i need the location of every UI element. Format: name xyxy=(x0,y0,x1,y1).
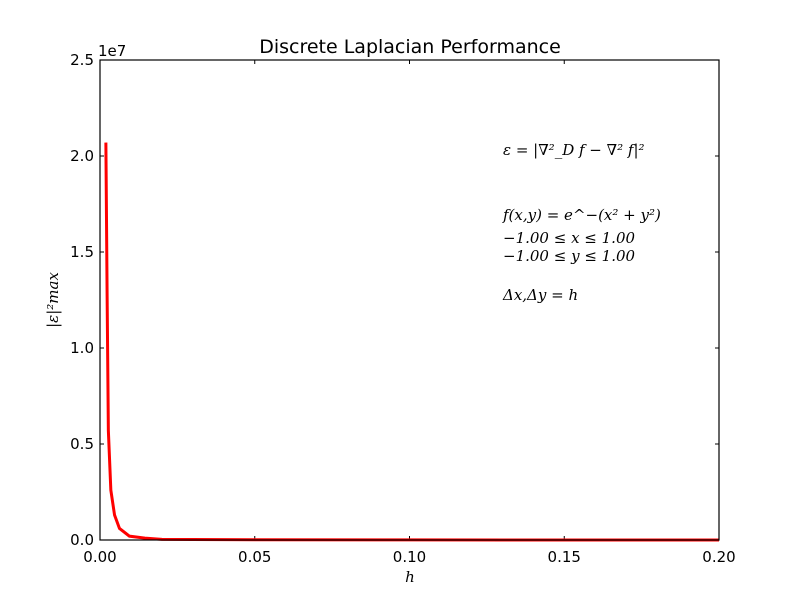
chart-title: Discrete Laplacian Performance xyxy=(259,36,561,58)
y-tick-label: 1.0 xyxy=(70,339,94,357)
annotation-error-def: ε = |∇²_D f − ∇² f|² xyxy=(503,141,645,159)
x-tick-label: 0.00 xyxy=(83,548,116,566)
y-tick-label: 0.0 xyxy=(70,531,94,549)
x-axis-label: h xyxy=(405,568,415,586)
y-tick-label: 1.5 xyxy=(70,243,94,261)
y-tick-label: 2.5 xyxy=(70,51,94,69)
annotation-y-range: −1.00 ≤ y ≤ 1.00 xyxy=(503,247,636,265)
y-tick-label: 0.5 xyxy=(70,435,94,453)
y-tick-label: 2.0 xyxy=(70,147,94,165)
x-tick-label: 0.20 xyxy=(702,548,735,566)
series-line-error xyxy=(104,142,720,542)
x-tick-label: 0.05 xyxy=(238,548,271,566)
x-tick-label: 0.15 xyxy=(548,548,581,566)
annotation-step: Δx,Δy = h xyxy=(502,286,578,304)
y-scale-label: 1e7 xyxy=(98,42,126,60)
x-tick-label: 0.10 xyxy=(393,548,426,566)
annotation-x-range: −1.00 ≤ x ≤ 1.00 xyxy=(503,229,635,247)
annotation-function: f(x,y) = e^−(x² + y²) xyxy=(502,206,661,224)
y-axis-label: |ε|²max xyxy=(44,272,62,328)
plot-frame xyxy=(99,59,720,541)
